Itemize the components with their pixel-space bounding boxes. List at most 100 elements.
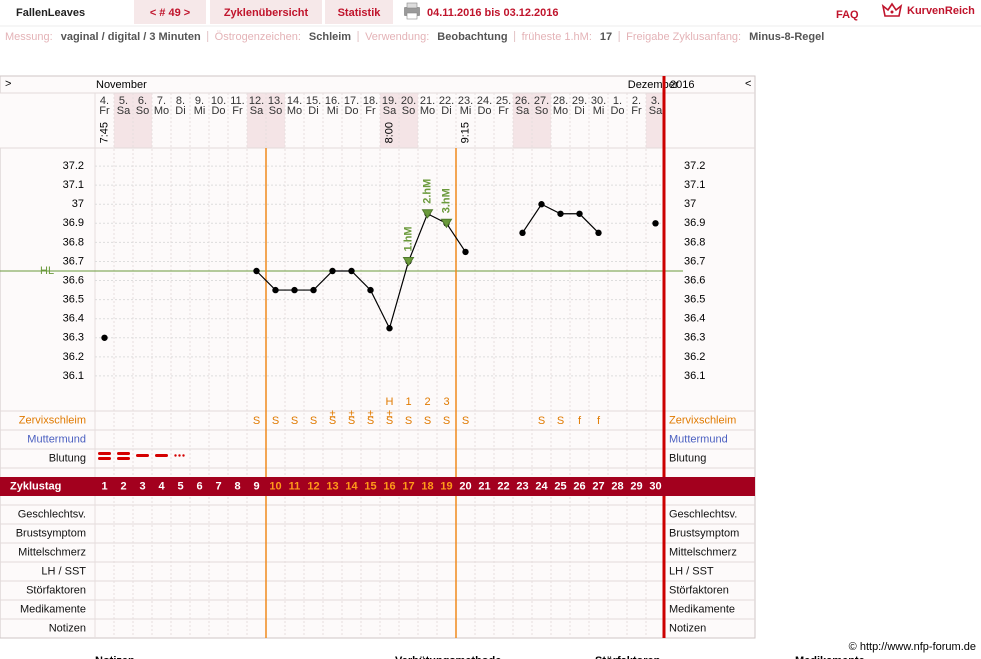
cycle-day: 24	[535, 480, 548, 492]
temperature-point	[310, 286, 317, 294]
date: 6.	[138, 95, 147, 107]
cycle-day: 3	[139, 480, 145, 492]
cycle-day: 6	[196, 480, 202, 492]
date: 27.	[534, 95, 549, 107]
date: 9.	[195, 95, 204, 107]
date: 18.	[363, 95, 378, 107]
temperature-point	[538, 201, 545, 208]
user-name: FallenLeaves	[16, 7, 85, 19]
weekend-shade	[266, 93, 285, 148]
cycle-day: 22	[497, 480, 509, 492]
cycle-day: 19	[440, 480, 452, 492]
weekday: Fr	[498, 105, 509, 117]
cycle-day: 13	[326, 480, 338, 492]
weekday: Sa	[649, 105, 663, 117]
date: 16.	[325, 95, 340, 107]
weekend-shade	[247, 93, 266, 148]
count-label: 1	[405, 396, 411, 408]
time: 9:15	[459, 122, 471, 143]
cycle-day: 4	[158, 480, 165, 492]
date: 1.	[613, 95, 622, 107]
mucus: S	[462, 415, 469, 427]
row-label: Zervixschleim	[19, 414, 86, 426]
faq-link[interactable]: FAQ	[836, 9, 859, 21]
y-tick-label: 36.5	[63, 294, 84, 306]
info-value: vaginal / digital / 3 Minuten	[61, 31, 201, 43]
weekday: Fr	[365, 105, 376, 117]
y-tick-label: 36.2	[63, 351, 84, 363]
hm-marker	[440, 218, 453, 229]
hm-marker	[402, 256, 415, 267]
temperature-point	[253, 267, 260, 275]
y-tick-label-right: 36.2	[684, 351, 705, 363]
weekday: Sa	[383, 105, 397, 117]
hm-label: 3.hM	[440, 188, 452, 213]
info-value: Minus-8-Regel	[749, 31, 824, 43]
time: 7:45	[98, 122, 110, 143]
info-value: 17	[600, 31, 612, 43]
temperature-point	[367, 286, 374, 294]
date: 23.	[458, 95, 473, 107]
mucus: S	[557, 415, 564, 427]
weekday: Sa	[250, 105, 264, 117]
mucus: S	[310, 415, 317, 427]
cycle-day: 18	[421, 480, 433, 492]
mucus: f	[578, 415, 582, 427]
row-label-right: Muttermund	[669, 433, 728, 445]
y-tick-label: 37.1	[63, 179, 84, 191]
weekday: Fr	[99, 105, 110, 117]
date: 11.	[230, 95, 244, 107]
y-tick-label-right: 36.1	[684, 370, 705, 382]
weekday: So	[136, 105, 149, 117]
tab[interactable]: Statistik	[338, 7, 382, 19]
info-label: früheste 1.hM:	[522, 31, 592, 43]
row-label-right: Zervixschleim	[669, 414, 736, 426]
mucus-extra: ±	[348, 408, 354, 420]
count-label: 2	[424, 396, 430, 408]
cycle-day: 7	[215, 480, 221, 492]
y-tick-label-right: 36.3	[684, 332, 705, 344]
date: 15.	[306, 95, 321, 107]
row-label: Mittelschmerz	[18, 546, 86, 558]
weekday: Di	[441, 105, 451, 117]
y-tick-label: 36.7	[63, 255, 84, 267]
cycle-day: 30	[649, 480, 661, 492]
hm-label: 1.hM	[402, 226, 414, 251]
info-value: Schleim	[309, 31, 351, 43]
cycle-day: 25	[554, 480, 566, 492]
temperature-point	[595, 229, 602, 237]
row-label-right: Geschlechtsv.	[669, 508, 737, 520]
info-label: Messung:	[5, 31, 53, 43]
cycle-day: 1	[101, 480, 107, 492]
brand[interactable]: KurvenReich	[907, 5, 975, 17]
y-tick-label-right: 37.2	[684, 160, 705, 172]
hm-marker	[421, 209, 434, 219]
date: 13.	[268, 95, 283, 107]
y-tick-label-right: 36.5	[684, 294, 705, 306]
cycle-nav[interactable]: < # 49 >	[150, 7, 190, 19]
date: 20.	[401, 95, 416, 107]
weekday: Di	[308, 105, 318, 117]
date: 5.	[119, 95, 128, 107]
date: 10.	[211, 95, 226, 107]
weekend-shade	[646, 93, 665, 148]
y-tick-label: 36.4	[63, 313, 84, 325]
time: 8:00	[383, 122, 395, 143]
section-heading: Verhütungsmethode	[395, 655, 501, 659]
print-icon[interactable]	[404, 2, 420, 20]
nav-left: >	[5, 78, 11, 90]
weekday: Mo	[420, 105, 435, 117]
weekday: Mo	[154, 105, 169, 117]
date: 19.	[382, 95, 397, 107]
row-label: Muttermund	[27, 433, 86, 445]
temperature-point	[652, 220, 659, 227]
date: 21.	[420, 95, 435, 107]
weekday: Mi	[460, 105, 472, 117]
month: Dezember	[628, 79, 679, 91]
tab[interactable]: Zyklenübersicht	[224, 7, 309, 19]
y-tick-label: 36.1	[63, 370, 84, 382]
cycle-day: 29	[630, 480, 642, 492]
weekend-shade	[399, 93, 418, 148]
temperature-point	[462, 248, 469, 256]
